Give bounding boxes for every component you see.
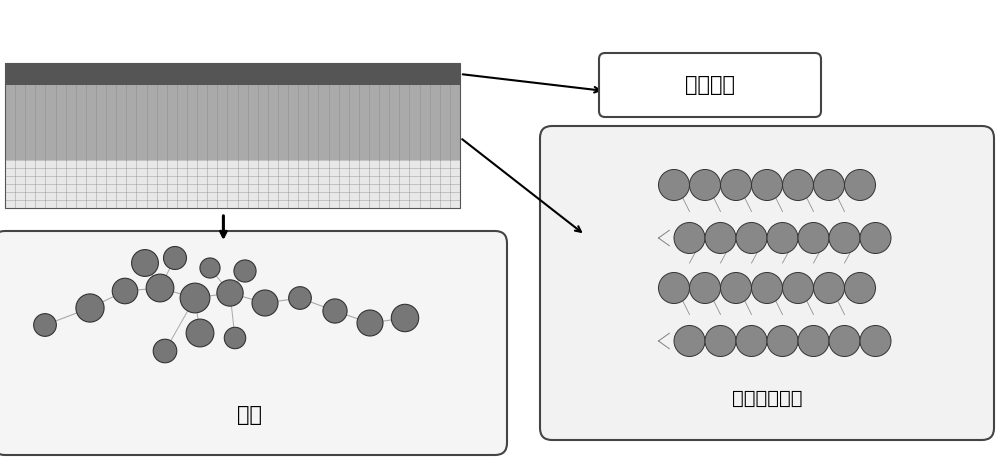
Circle shape [844,169,876,200]
Circle shape [112,278,138,304]
Bar [5,63,460,208]
Circle shape [132,250,158,276]
Circle shape [814,169,845,200]
Circle shape [705,325,736,357]
Circle shape [674,325,705,357]
Circle shape [180,283,210,313]
Circle shape [782,169,814,200]
Circle shape [76,294,104,322]
Circle shape [146,274,174,302]
Circle shape [357,310,383,336]
Circle shape [658,273,690,304]
FancyBboxPatch shape [599,53,821,117]
Circle shape [860,223,891,254]
Circle shape [814,273,845,304]
Circle shape [720,273,752,304]
Circle shape [782,273,814,304]
Circle shape [658,169,690,200]
Circle shape [34,313,56,336]
Circle shape [798,325,829,357]
Circle shape [252,290,278,316]
Circle shape [736,325,767,357]
Circle shape [217,280,243,306]
Circle shape [720,169,752,200]
Circle shape [860,325,891,357]
Bar [5,63,460,85]
Circle shape [690,273,720,304]
Bar [5,85,460,160]
Circle shape [200,258,220,278]
Text: 多孔支撑材料: 多孔支撑材料 [732,388,802,407]
Circle shape [323,299,347,323]
Circle shape [690,169,720,200]
Circle shape [767,223,798,254]
Circle shape [829,325,860,357]
Circle shape [705,223,736,254]
Circle shape [391,304,419,332]
Circle shape [186,319,214,347]
Circle shape [752,169,782,200]
FancyBboxPatch shape [540,126,994,440]
Text: 底肆: 底肆 [238,405,262,425]
Circle shape [844,273,876,304]
Circle shape [752,273,782,304]
Circle shape [224,327,246,349]
FancyBboxPatch shape [0,231,507,455]
Circle shape [674,223,705,254]
Circle shape [153,339,177,363]
Bar [5,160,460,208]
Circle shape [767,325,798,357]
Circle shape [164,246,186,269]
Circle shape [289,287,311,309]
Circle shape [829,223,860,254]
Circle shape [798,223,829,254]
Circle shape [234,260,256,282]
Circle shape [736,223,767,254]
Text: 纤维素肆: 纤维素肆 [685,75,735,95]
